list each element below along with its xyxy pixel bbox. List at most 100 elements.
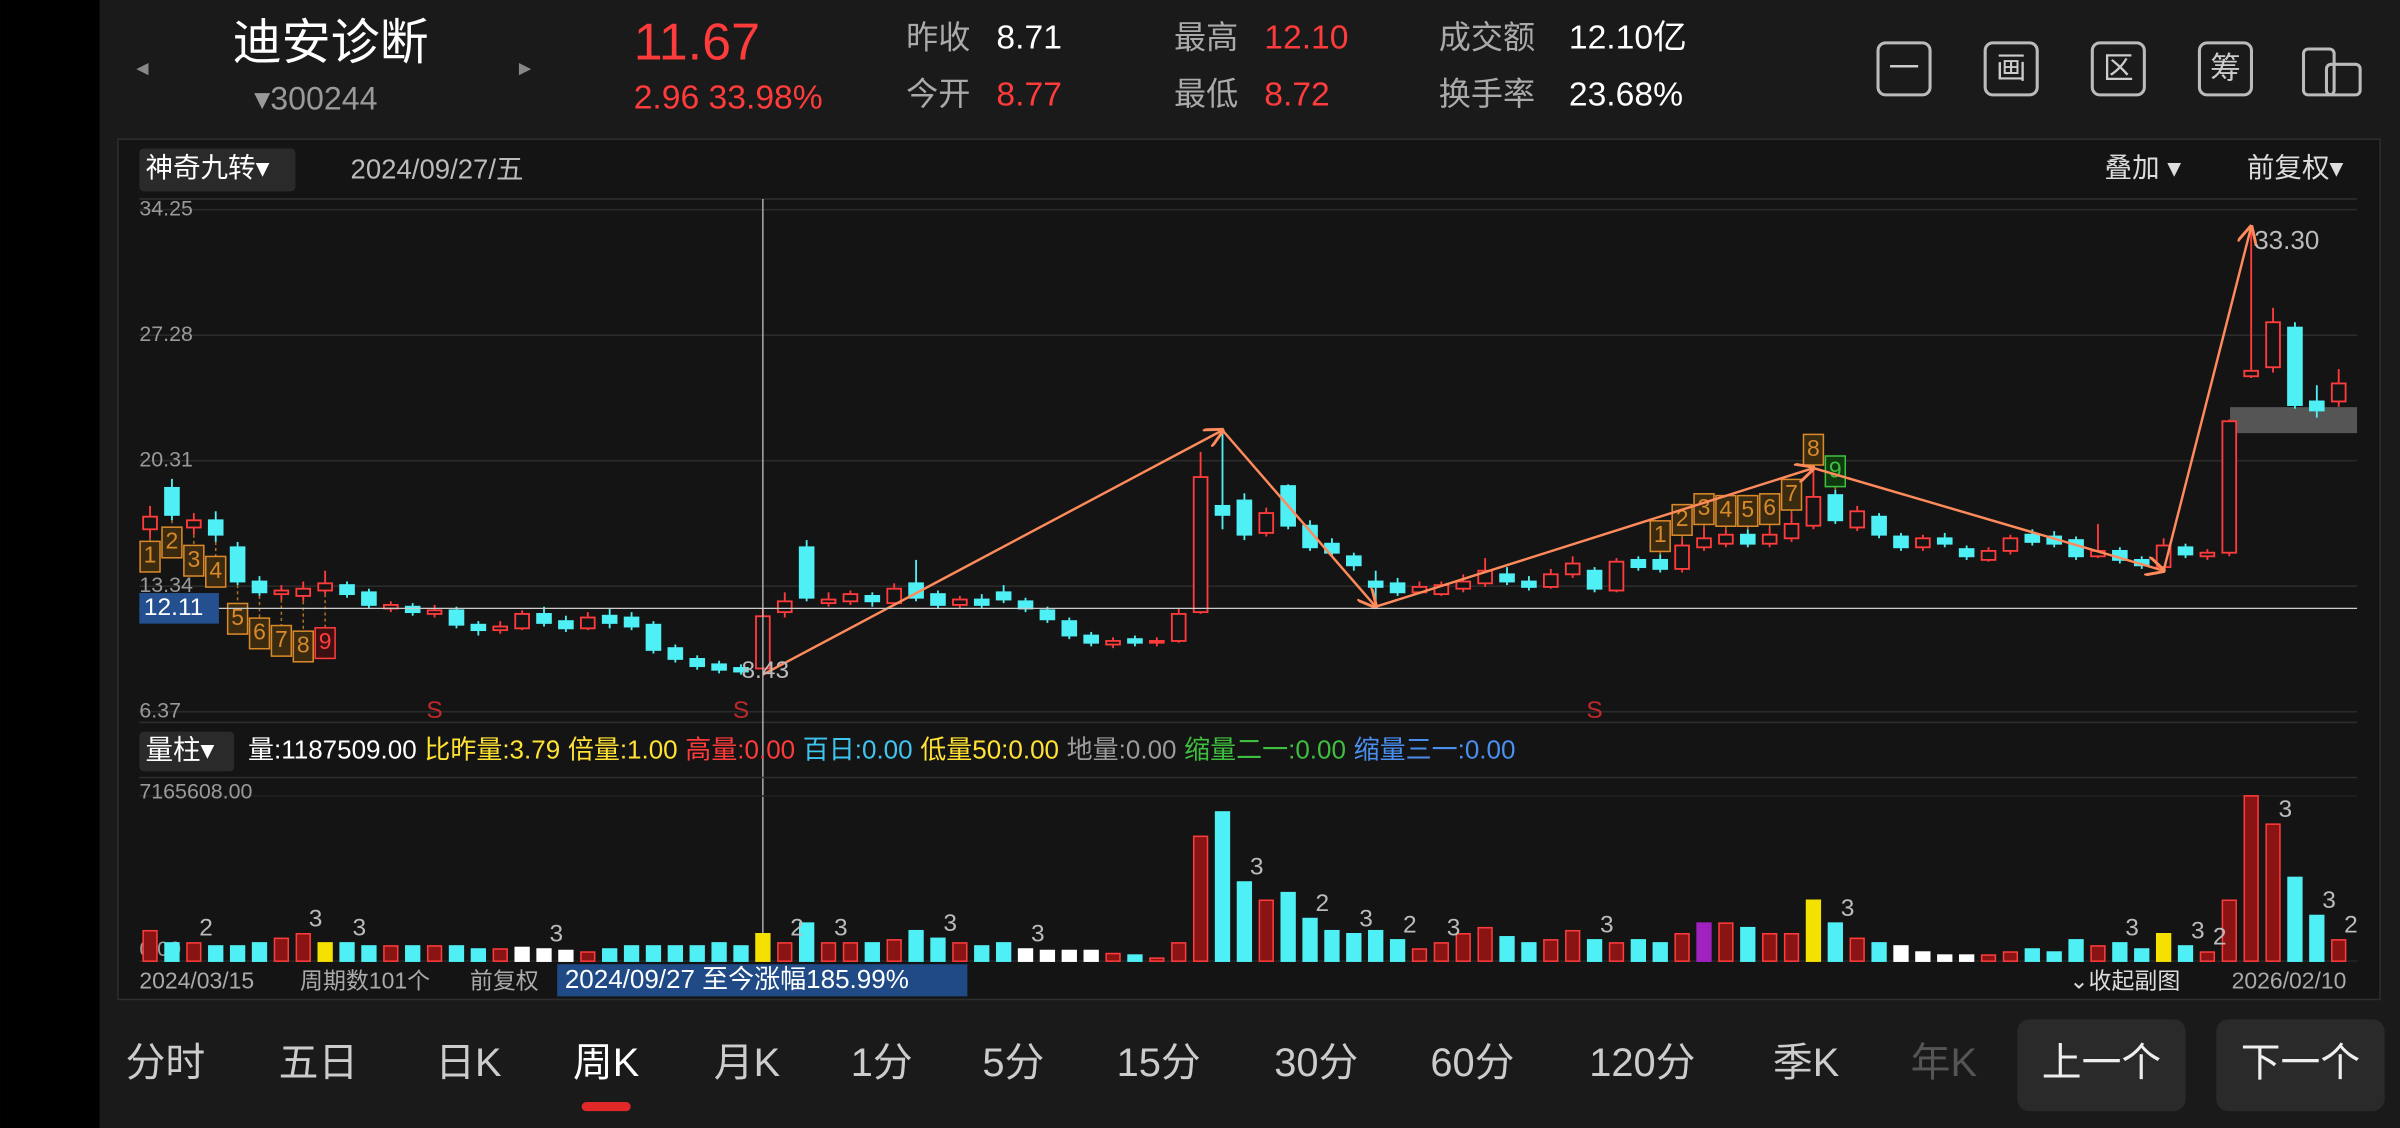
nav-button[interactable] [2216,1019,2385,1112]
low-label: 8.43 [741,657,789,684]
candle-body [317,582,333,592]
period-tab[interactable]: 月K [714,1041,781,1085]
phone-icon-2[interactable] [2324,62,2362,97]
period-tab[interactable]: 1分 [851,1041,913,1085]
stock-code[interactable]: ▾300244 [254,80,377,116]
volume-bar [2243,795,2259,962]
volume-bar [1630,939,1646,962]
nine-turn-label: 5 [231,604,244,630]
period-tab[interactable]: 15分 [1117,1041,1201,1085]
overlay-select[interactable]: 叠加 ▾ [2105,152,2182,183]
volume-bar [1915,951,1931,962]
volume-bar [1849,937,1865,962]
nine-turn-box [226,602,249,635]
field-label: 今开 [906,76,970,112]
s-mark: S [733,697,749,724]
period-tab[interactable]: 30分 [1274,1041,1358,1085]
nav-button[interactable] [2017,1019,2186,1112]
volume-bar [2177,945,2194,962]
volume-select-box[interactable] [139,731,235,772]
period-tab[interactable]: 分时 [126,1041,206,1085]
volume-bar [974,945,990,962]
volume-bar [448,945,465,962]
volume-bar [1937,954,1953,962]
period-tab[interactable]: 5分 [982,1041,1044,1085]
nine-turn-label: 9 [319,628,332,654]
zigzag-segment [2162,227,2252,572]
nav-button-label[interactable]: 下一个 [2241,1041,2360,1085]
nine-turn-box [161,526,183,559]
icon-box[interactable] [2090,41,2146,97]
prev-stock[interactable]: ◂ [136,54,149,81]
icon-box[interactable] [1876,41,1932,97]
period-tab[interactable]: 120分 [1589,1041,1695,1085]
volume-bar [1017,948,1034,962]
stock-name: 迪安诊断 [233,16,429,70]
icon-box[interactable] [2197,41,2254,97]
volume-bar [952,942,968,962]
volume-bar [536,948,552,962]
period-tab[interactable]: 年K [1911,1041,1978,1085]
volume-bar [2155,933,2172,962]
volume-bar [1521,942,1537,962]
candle-body [2265,321,2281,369]
volume-mark: 3 [2191,918,2205,945]
icon-label[interactable]: 筹 [2210,51,2241,85]
period-tab[interactable]: 季K [1773,1041,1840,1085]
candle-body [164,486,180,516]
nav-button-label[interactable]: 上一个 [2042,1041,2161,1085]
candle-body [667,647,684,660]
volume-bar [339,942,355,962]
volume-bar [1346,933,1362,962]
candle-body [251,580,268,594]
indicator-select[interactable]: 神奇九转▾ [145,152,269,183]
volume-bar [1586,939,1603,962]
field-label: 昨收 [906,19,970,55]
icon-label[interactable]: 画 [1996,51,2027,85]
nine-turn-box [183,544,205,577]
volume-bar [1280,891,1296,962]
volume-mark: 2 [2344,912,2358,939]
candle-body [1192,476,1209,614]
volume-bar [711,942,727,962]
volume-stat: 缩量三一:0.00 [1354,734,1516,764]
nine-turn-box [248,617,271,650]
candle-body [2309,400,2325,412]
indicator-box[interactable] [139,148,296,192]
period-tab[interactable]: 周K [573,1041,640,1085]
icon-label[interactable]: 区 [2103,51,2134,85]
period-tab[interactable]: 五日 [279,1041,359,1085]
volume-select[interactable]: 量柱▾ [145,734,214,765]
candle-body [842,593,859,603]
phone-icon[interactable] [2301,47,2336,97]
collapse-subchart[interactable]: ⌄收起副图 [2069,968,2180,994]
y-tick-label: 13.34 [139,573,193,597]
candle-body [733,667,749,673]
volume-bar [2199,951,2216,962]
candle-body [1871,515,1887,536]
adjust-select[interactable]: 前复权▾ [2247,152,2344,183]
price: 11.67 [634,14,760,72]
icon-label[interactable]: 一 [1889,51,1920,85]
nine-turn-label: 6 [1763,494,1776,520]
volume-bar [755,933,771,962]
price-change: 2.96 33.98% [634,79,823,116]
s-mark: S [1586,697,1602,724]
nine-turn-label: 7 [1785,480,1798,506]
gain-box [557,964,968,997]
candle-body [1127,638,1143,644]
icon-box[interactable] [1983,41,2039,97]
volume-bar [689,945,705,962]
candle-body [1586,569,1603,590]
candle-body [558,620,574,630]
volume-mark: 3 [834,915,848,942]
period-tab[interactable]: 60分 [1430,1041,1514,1085]
volume-bar [2046,951,2062,962]
candle-body [1017,600,1034,610]
next-stock[interactable]: ▸ [519,54,532,81]
chart-date: 2024/09/27/五 [351,154,524,185]
volume-bar [251,942,268,962]
period-tab[interactable]: 日K [435,1041,502,1085]
volume-bar [470,948,487,962]
nine-turn-label: 7 [275,626,288,652]
